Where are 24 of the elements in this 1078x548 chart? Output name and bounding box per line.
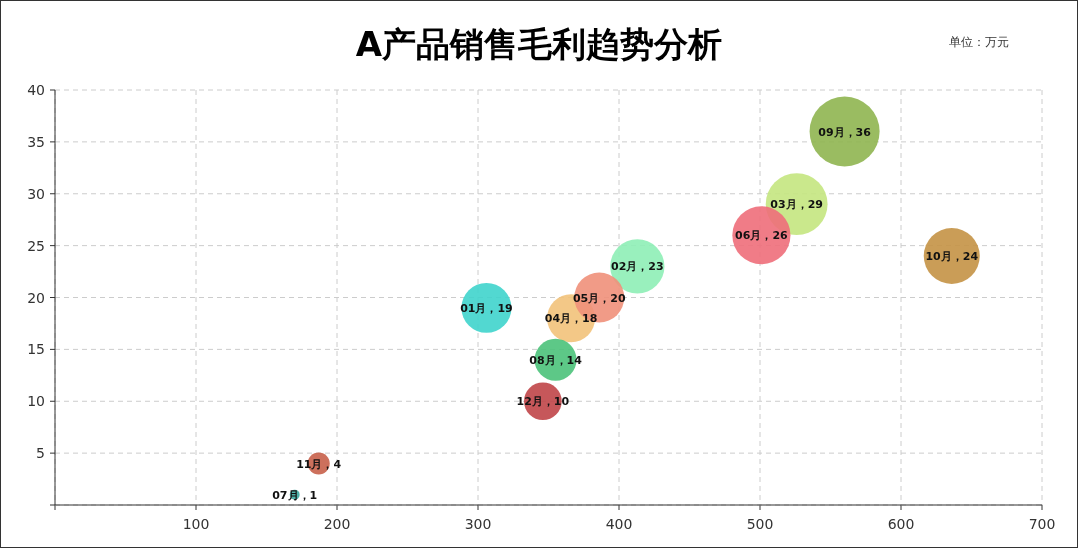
data-label: 05月，20 bbox=[572, 291, 626, 305]
data-label: 04月，18 bbox=[544, 312, 598, 326]
x-tick-label: 100 bbox=[182, 516, 210, 532]
data-label: 09月，36 bbox=[818, 125, 872, 139]
x-tick-label: 700 bbox=[1028, 516, 1056, 532]
x-tick-label: 300 bbox=[464, 516, 492, 532]
y-tick-label: 20 bbox=[27, 289, 45, 306]
chart-title: A产品销售毛利趋势分析 bbox=[355, 24, 723, 64]
y-tick-label: 25 bbox=[27, 237, 45, 254]
y-tick-label: 30 bbox=[27, 185, 45, 202]
data-label: 03月，29 bbox=[770, 198, 823, 212]
y-tick-label: 5 bbox=[36, 445, 45, 462]
data-label: 06月，26 bbox=[735, 229, 789, 243]
data-label: 02月，23 bbox=[611, 260, 664, 274]
x-tick-label: 500 bbox=[746, 516, 774, 532]
x-tick-label: 200 bbox=[323, 516, 351, 532]
x-tick-label: 600 bbox=[887, 516, 915, 532]
y-tick-label: 15 bbox=[27, 341, 45, 358]
y-tick-label: 40 bbox=[27, 82, 45, 98]
text: 单位：万元 bbox=[949, 35, 1009, 49]
y-tick-label: 10 bbox=[27, 393, 45, 410]
y-tick-label: 35 bbox=[27, 133, 45, 150]
data-label: 10月，24 bbox=[925, 250, 979, 263]
x-tick-label: 400 bbox=[605, 516, 633, 532]
